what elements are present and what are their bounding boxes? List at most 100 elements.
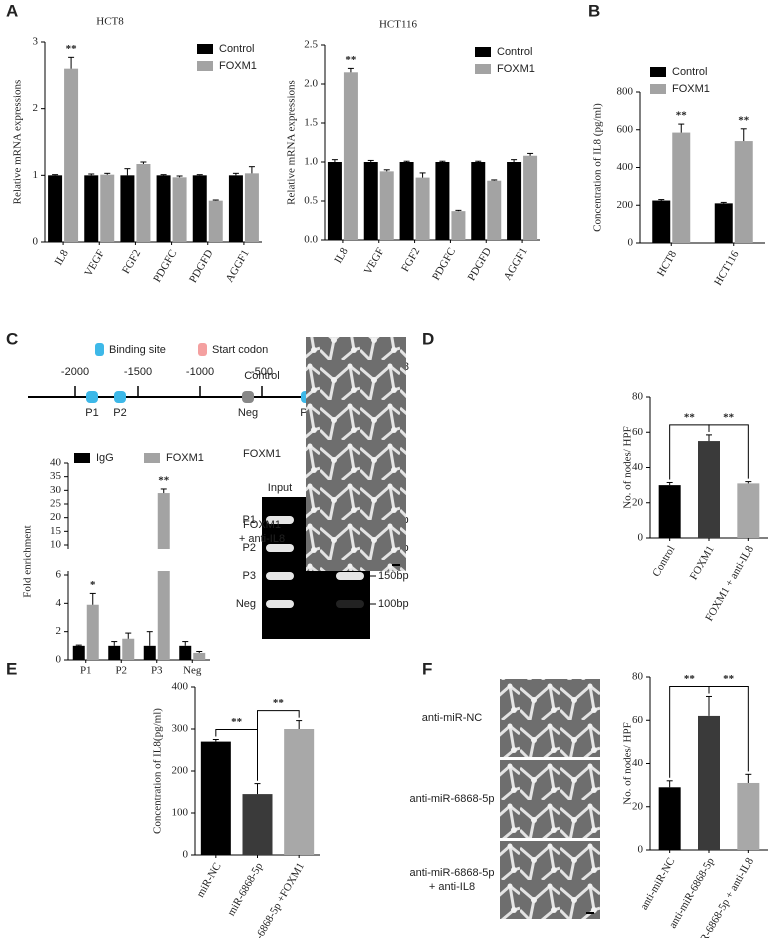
error-bar [666,481,673,486]
y-tick-label: 0.0 [304,234,318,246]
image-label: anti-miR-NC [422,712,483,724]
legend-swatch [475,64,491,74]
x-tick-label: P3 [151,665,163,677]
error-bar [176,175,183,178]
y-axis-label: Concentration of IL8 (pg/ml) [592,103,604,232]
micrograph [306,493,406,571]
significance: ** [684,673,696,685]
x-tick-label: IL8 [53,247,72,267]
significance: ** [738,114,750,126]
bracket [257,710,300,781]
significance: ** [345,54,357,66]
site-label: Neg [238,407,258,419]
y-tick-label: 40 [632,757,644,769]
legend-swatch [650,84,666,94]
bar [698,441,720,538]
error-bar [89,592,96,605]
significance: ** [676,110,688,122]
micrograph [500,841,600,919]
panel-letter: B [588,1,600,20]
x-tick-label: Neg [183,665,202,677]
error-bar [678,123,685,133]
legend-swatch [198,343,207,356]
error-bar [146,631,153,646]
error-bar [248,166,255,174]
y-tick-label: 0 [56,654,62,666]
legend-swatch [650,67,666,77]
error-bar [745,481,752,484]
legend-swatch [197,44,213,54]
site-label: P1 [85,407,98,419]
error-bar [182,641,189,646]
panel-letter: D [422,329,434,348]
image-label: FOXM1 [243,448,281,460]
y-axis-label: Relative mRNA expressions [286,80,298,205]
bar [242,794,273,855]
significance: ** [723,411,735,423]
y-tick-label: 60 [632,426,644,438]
band [336,572,364,580]
y-tick-label: 10 [50,539,62,551]
bar [415,177,430,240]
error-bar [232,172,239,176]
band [266,516,294,524]
y-tick-label: 400 [617,161,634,173]
y-tick-label: 300 [172,723,189,735]
error-bar [455,209,462,212]
legend-swatch [74,453,90,463]
significance: * [90,579,96,591]
y-tick-label: 2 [33,102,39,114]
position-label: -500 [251,366,273,378]
lane-label: Input [268,482,292,494]
bar [652,200,671,243]
legend-label: FOXM1 [219,60,257,72]
bar [487,180,502,240]
micrograph [500,760,600,838]
y-tick-label: 80 [632,391,644,403]
legend-label: Control [497,46,532,58]
error-bar [527,152,534,156]
bar [84,175,99,242]
micrograph [306,415,406,493]
y-tick-label: 1 [33,169,39,181]
error-bar [296,720,303,729]
bar [122,638,135,660]
panel-letter: F [422,659,432,678]
image-label: + anti-IL8 [429,881,475,893]
micrograph [306,337,406,415]
bar [200,741,231,855]
legend-label: FOXM1 [672,83,710,95]
image-label: Control [244,370,279,382]
error-bar [124,168,131,176]
error-bar [88,173,95,176]
y-tick-label: 30 [50,484,62,496]
bar [507,162,522,240]
error-bar [68,56,75,69]
y-tick-label: 40 [50,457,62,469]
bar [64,68,79,243]
error-bar [740,128,747,142]
significance: ** [684,411,696,423]
legend-label: Start codon [212,344,268,356]
significance: ** [231,716,243,728]
bar [399,162,414,240]
row-label: P1 [243,514,256,526]
error-bar [403,160,410,162]
error-bar [111,641,118,646]
site [86,391,98,403]
error-bar [104,172,111,175]
bar [157,493,170,660]
y-tick-label: 200 [617,199,634,211]
x-tick-label: HCT116 [712,248,742,287]
error-bar [706,695,712,716]
y-tick-label: 0 [183,849,189,861]
row-label: P2 [243,542,256,554]
bar [172,177,187,242]
error-bar [419,172,426,178]
x-tick-label: P1 [80,665,92,677]
y-axis-label: No. of nodes/ HPF [622,426,634,509]
y-tick-label: 3 [33,36,39,48]
error-bar [367,159,374,162]
y-tick-label: 2.0 [304,78,318,90]
y-tick-label: 2 [56,625,62,637]
